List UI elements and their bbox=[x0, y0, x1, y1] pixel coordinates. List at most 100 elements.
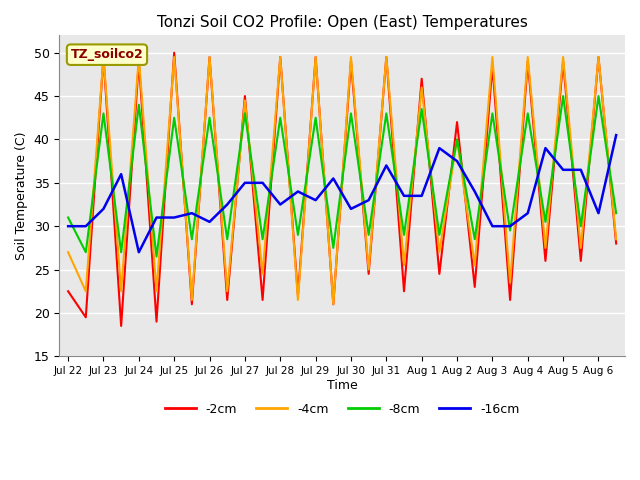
-16cm bbox=[595, 210, 602, 216]
Line: -4cm: -4cm bbox=[68, 57, 616, 304]
-8cm bbox=[188, 236, 196, 242]
-4cm bbox=[471, 263, 479, 268]
-8cm bbox=[471, 236, 479, 242]
-16cm bbox=[330, 176, 337, 181]
-16cm bbox=[135, 249, 143, 255]
-4cm bbox=[259, 271, 266, 277]
-8cm bbox=[577, 223, 585, 229]
-8cm bbox=[100, 110, 108, 116]
-8cm bbox=[365, 232, 372, 238]
-8cm bbox=[117, 249, 125, 255]
-16cm bbox=[117, 171, 125, 177]
-16cm bbox=[188, 210, 196, 216]
-4cm bbox=[347, 54, 355, 60]
-16cm bbox=[506, 223, 514, 229]
-4cm bbox=[524, 54, 532, 60]
-8cm bbox=[383, 110, 390, 116]
-8cm bbox=[64, 215, 72, 220]
-8cm bbox=[82, 249, 90, 255]
X-axis label: Time: Time bbox=[327, 379, 358, 392]
-2cm bbox=[577, 258, 585, 264]
-4cm bbox=[276, 54, 284, 60]
-2cm bbox=[541, 258, 549, 264]
-4cm bbox=[205, 54, 213, 60]
-16cm bbox=[612, 132, 620, 138]
-16cm bbox=[559, 167, 567, 173]
Line: -8cm: -8cm bbox=[68, 96, 616, 257]
-8cm bbox=[135, 102, 143, 108]
-16cm bbox=[436, 145, 444, 151]
-4cm bbox=[541, 245, 549, 251]
-16cm bbox=[383, 163, 390, 168]
-16cm bbox=[205, 219, 213, 225]
-16cm bbox=[577, 167, 585, 173]
-2cm bbox=[612, 240, 620, 246]
-4cm bbox=[559, 54, 567, 60]
-4cm bbox=[294, 297, 302, 303]
-8cm bbox=[205, 115, 213, 120]
-8cm bbox=[524, 110, 532, 116]
-2cm bbox=[259, 297, 266, 303]
-16cm bbox=[400, 193, 408, 199]
-4cm bbox=[488, 54, 496, 60]
-2cm bbox=[365, 271, 372, 277]
-8cm bbox=[153, 254, 161, 260]
-4cm bbox=[170, 54, 178, 60]
-8cm bbox=[418, 106, 426, 112]
-16cm bbox=[524, 210, 532, 216]
-2cm bbox=[559, 59, 567, 64]
-8cm bbox=[170, 115, 178, 120]
-4cm bbox=[595, 54, 602, 60]
-2cm bbox=[524, 59, 532, 64]
-16cm bbox=[347, 206, 355, 212]
-4cm bbox=[64, 249, 72, 255]
-16cm bbox=[64, 223, 72, 229]
-8cm bbox=[436, 232, 444, 238]
-2cm bbox=[64, 288, 72, 294]
-16cm bbox=[488, 223, 496, 229]
-4cm bbox=[453, 137, 461, 143]
-16cm bbox=[100, 206, 108, 212]
-4cm bbox=[117, 288, 125, 294]
-2cm bbox=[453, 119, 461, 125]
-8cm bbox=[347, 110, 355, 116]
-4cm bbox=[188, 297, 196, 303]
-16cm bbox=[259, 180, 266, 186]
Legend: -2cm, -4cm, -8cm, -16cm: -2cm, -4cm, -8cm, -16cm bbox=[159, 398, 525, 420]
-2cm bbox=[506, 297, 514, 303]
-8cm bbox=[276, 115, 284, 120]
-2cm bbox=[241, 93, 249, 99]
-4cm bbox=[436, 249, 444, 255]
-2cm bbox=[153, 319, 161, 324]
-16cm bbox=[312, 197, 319, 203]
-2cm bbox=[595, 54, 602, 60]
-2cm bbox=[205, 54, 213, 60]
-4cm bbox=[383, 54, 390, 60]
Y-axis label: Soil Temperature (C): Soil Temperature (C) bbox=[15, 132, 28, 260]
-4cm bbox=[312, 54, 319, 60]
-16cm bbox=[82, 223, 90, 229]
-8cm bbox=[612, 210, 620, 216]
Line: -2cm: -2cm bbox=[68, 53, 616, 326]
-2cm bbox=[223, 297, 231, 303]
-2cm bbox=[135, 59, 143, 64]
Line: -16cm: -16cm bbox=[68, 135, 616, 252]
-16cm bbox=[170, 215, 178, 220]
-2cm bbox=[488, 63, 496, 69]
-2cm bbox=[330, 301, 337, 307]
-4cm bbox=[400, 263, 408, 268]
-4cm bbox=[241, 97, 249, 103]
-8cm bbox=[223, 236, 231, 242]
-2cm bbox=[294, 293, 302, 299]
-2cm bbox=[436, 271, 444, 277]
-2cm bbox=[276, 54, 284, 60]
-8cm bbox=[312, 115, 319, 120]
-4cm bbox=[223, 288, 231, 294]
-8cm bbox=[330, 245, 337, 251]
-8cm bbox=[541, 219, 549, 225]
-8cm bbox=[259, 236, 266, 242]
-4cm bbox=[330, 301, 337, 307]
-4cm bbox=[100, 54, 108, 60]
-2cm bbox=[82, 314, 90, 320]
-2cm bbox=[117, 323, 125, 329]
